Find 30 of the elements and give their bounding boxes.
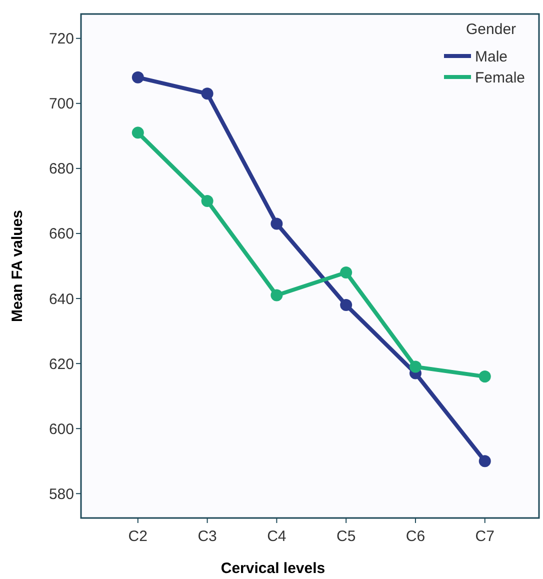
point: [270, 289, 283, 302]
x-tick-label: C7: [475, 528, 494, 545]
y-tick-label: 640: [48, 290, 74, 308]
legend-title: Gender: [466, 21, 516, 38]
legend-label: Female: [475, 69, 526, 86]
y-axis-title: Mean FA values: [9, 210, 26, 322]
point: [478, 370, 491, 383]
legend-label: Male: [475, 48, 508, 66]
y-tick-label: 600: [48, 420, 74, 438]
point: [409, 360, 422, 373]
x-tick-label: C6: [406, 528, 426, 545]
point: [132, 126, 144, 139]
x-tick-label: C2: [128, 528, 148, 545]
point: [270, 218, 283, 230]
point: [132, 71, 144, 84]
x-tick-label: C5: [336, 528, 356, 545]
y-tick-label: 720: [48, 30, 74, 48]
x-tick-label: C4: [267, 528, 286, 545]
point: [478, 455, 491, 468]
y-tick-label: 620: [48, 356, 74, 373]
y-tick-label: 580: [48, 486, 74, 503]
x-axis-title: Cervical levels: [220, 560, 326, 577]
y-tick-label: 680: [48, 160, 74, 178]
y-tick-label: 660: [48, 226, 74, 243]
point: [340, 299, 352, 312]
point: [201, 88, 214, 100]
x-tick-label: C3: [198, 528, 217, 545]
y-tick-label: 700: [48, 96, 74, 113]
point: [340, 266, 352, 279]
point: [201, 194, 214, 207]
